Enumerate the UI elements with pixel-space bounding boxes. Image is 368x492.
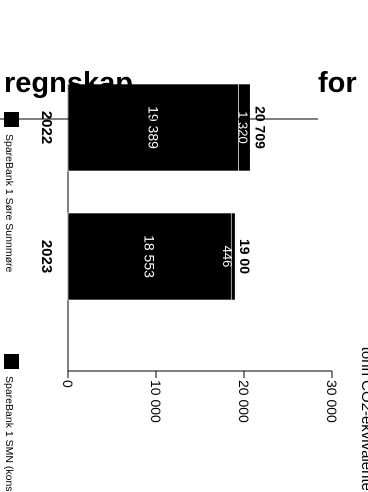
legend-swatch <box>4 354 19 369</box>
rotated-chart-group: tonn CO2-ekvivalenter 30 000 20 000 10 000… <box>3 83 368 492</box>
y-axis-label: tonn CO2-ekvivalenter <box>358 347 368 492</box>
y-tick-label: 10 000 <box>148 380 164 423</box>
legend-label: SpareBank 1 SMN (konsern) <box>3 376 15 492</box>
bar-total-label: 20 709 <box>252 106 268 149</box>
y-tick-label: 20 000 <box>236 380 252 423</box>
bar-value-label: 18 553 <box>142 235 158 278</box>
legend-label: SpareBank 1 Søre Sunnmøre <box>3 134 15 272</box>
y-tick-group: 30 000 20 000 10 000 0 <box>60 371 340 423</box>
category-label-group: 2022 2023 <box>38 111 55 273</box>
header-text-left: regnskap <box>4 67 133 99</box>
category-label: 2023 <box>38 240 55 273</box>
category-label: 2022 <box>38 111 55 144</box>
bar-value-label: 446 <box>220 246 235 268</box>
y-tick-label: 0 <box>60 380 76 388</box>
bar-segment-top <box>230 212 236 301</box>
bar-segment-top <box>238 83 251 172</box>
header-text-right: for <box>318 67 357 99</box>
bar-total-label: 19 00 <box>237 239 253 274</box>
bar-group: 19 389 1 320 20 709 18 553 446 19 00 <box>67 83 268 301</box>
y-tick-label: 30 000 <box>324 380 340 423</box>
legend: SpareBank 1 SMN (konsern) SpareBank 1 Sør… <box>3 112 19 492</box>
bar-value-label: 19 389 <box>145 106 161 149</box>
bar-value-label: 1 320 <box>235 111 250 144</box>
